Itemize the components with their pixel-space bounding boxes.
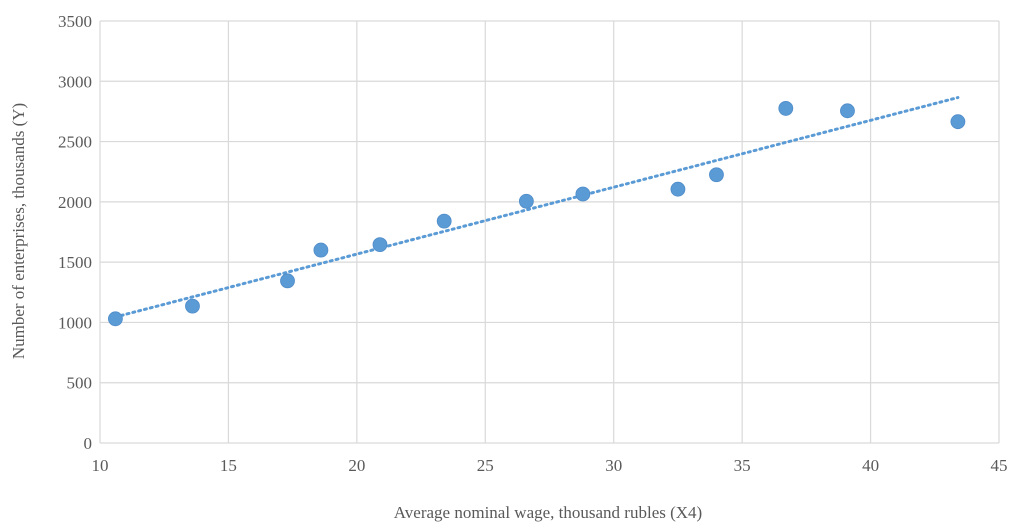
data-points <box>108 101 966 327</box>
x-tick-label: 25 <box>477 456 494 475</box>
data-point <box>575 186 591 202</box>
data-point <box>518 193 534 209</box>
y-tick-label: 2500 <box>58 133 92 152</box>
gridlines <box>99 20 1000 444</box>
data-point <box>108 311 123 327</box>
x-tick-label: 40 <box>862 456 879 475</box>
x-tick-label: 45 <box>991 456 1008 475</box>
y-tick-label: 1500 <box>58 253 92 272</box>
data-point <box>950 114 966 130</box>
y-tick-label: 3500 <box>58 12 92 31</box>
x-tick-label: 20 <box>348 456 365 475</box>
tick-labels: 0 500 1000 1500 2000 2500 3000 3500 10 15 20 25 30 35… <box>58 12 1008 475</box>
y-axis-title: Number of enterprises, thousands (Y) <box>9 103 28 359</box>
x-tick-label: 35 <box>734 456 751 475</box>
y-tick-label: 1000 <box>58 313 92 332</box>
data-point <box>778 101 794 116</box>
data-point <box>670 181 686 197</box>
y-tick-label: 0 <box>84 434 93 453</box>
x-tick-label: 15 <box>220 456 237 475</box>
x-axis-title: Average nominal wage, thousand rubles (X… <box>394 503 702 522</box>
data-point <box>709 167 724 183</box>
data-point <box>185 298 200 314</box>
trendline-layer <box>113 96 960 319</box>
data-point <box>372 237 388 253</box>
data-point <box>313 242 329 258</box>
trendline <box>113 96 960 319</box>
y-tick-label: 500 <box>67 374 93 393</box>
data-point <box>436 213 452 229</box>
y-tick-label: 2000 <box>58 193 92 212</box>
y-tick-label: 3000 <box>58 72 92 91</box>
data-point <box>280 273 295 289</box>
x-tick-label: 30 <box>605 456 622 475</box>
data-point <box>840 103 855 119</box>
x-tick-label: 10 <box>92 456 109 475</box>
